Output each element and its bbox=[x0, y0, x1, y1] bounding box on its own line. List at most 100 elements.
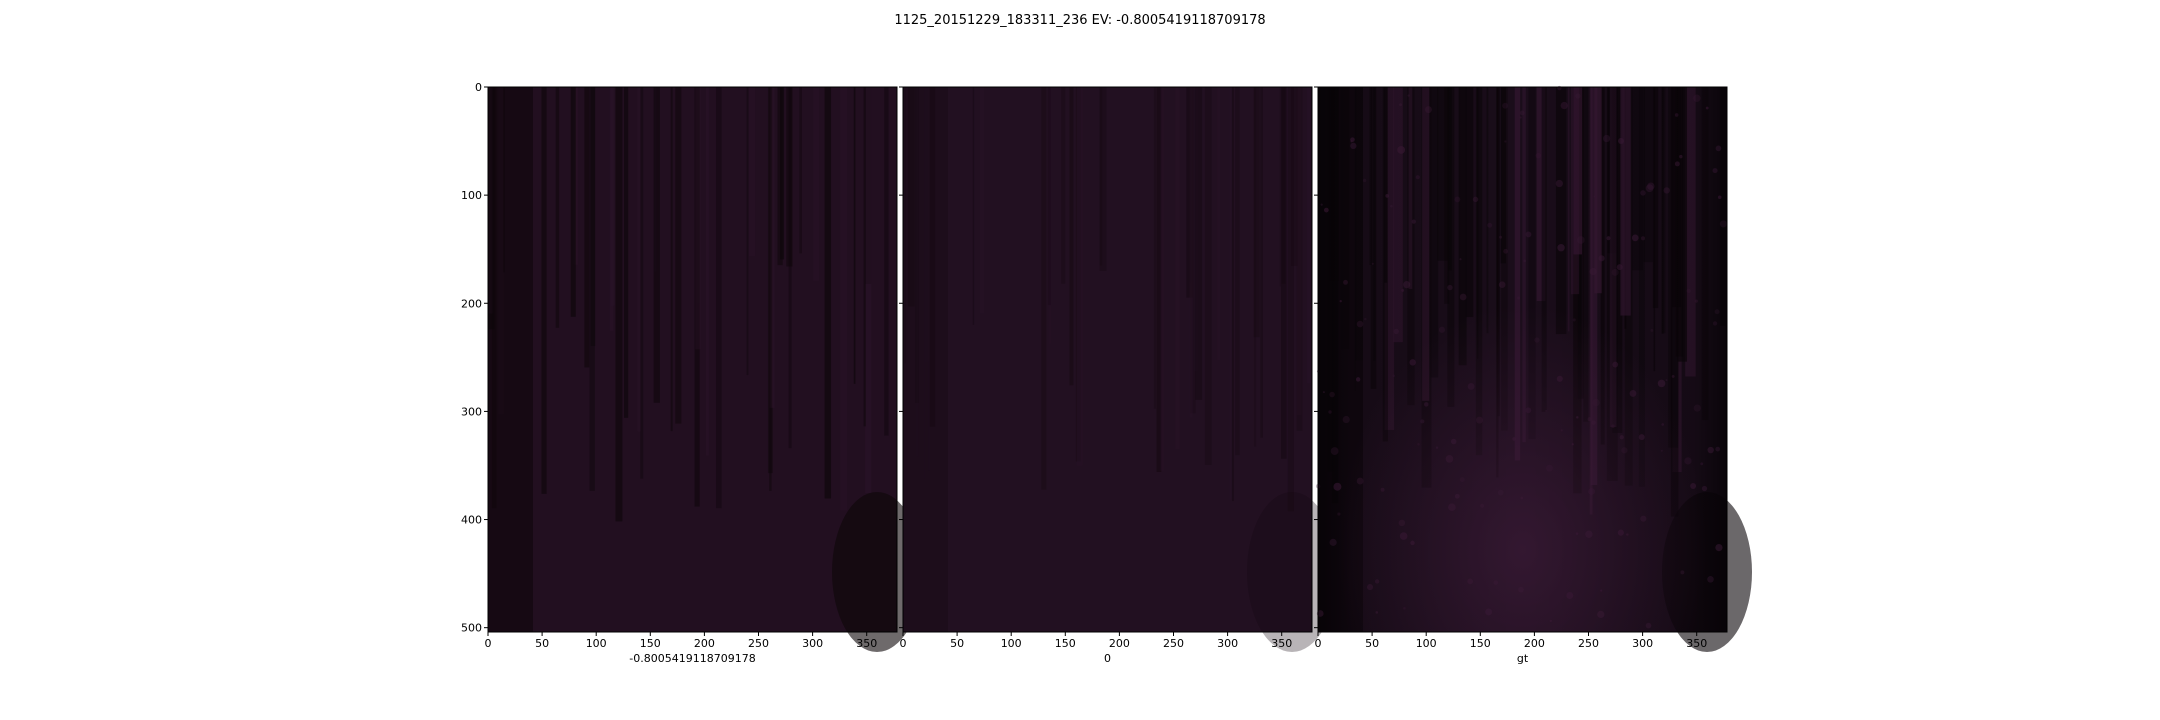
texture-streak bbox=[1280, 87, 1287, 459]
texture-speck bbox=[1707, 446, 1714, 454]
texture-streak bbox=[979, 87, 985, 314]
texture-speck bbox=[1399, 532, 1408, 540]
x-tick-label: 200 bbox=[1524, 637, 1545, 650]
texture-speck bbox=[1520, 496, 1524, 500]
texture-speck bbox=[1459, 477, 1465, 483]
image-panel-1: 0 50 100 150 200 250 300 350 0 100 200 300 400 500 -0.… bbox=[461, 81, 922, 665]
texture-speck bbox=[1415, 175, 1420, 180]
texture-streak bbox=[1195, 87, 1203, 400]
texture-speck bbox=[1535, 152, 1542, 159]
texture-corner bbox=[1247, 492, 1337, 652]
texture-speck bbox=[1445, 455, 1454, 463]
texture-speck bbox=[1715, 145, 1722, 152]
texture-streak bbox=[1041, 87, 1047, 490]
texture-speck bbox=[1611, 424, 1615, 428]
texture-speck bbox=[1598, 255, 1605, 262]
texture-streak bbox=[1047, 87, 1051, 306]
texture-speck bbox=[1674, 161, 1680, 167]
texture-speck bbox=[1342, 415, 1350, 424]
x-tick-label: 50 bbox=[535, 637, 549, 650]
texture-speck bbox=[1364, 317, 1367, 321]
texture-streak bbox=[541, 87, 547, 494]
texture-speck bbox=[1693, 94, 1701, 102]
texture-speck bbox=[1493, 580, 1499, 585]
texture-speck bbox=[1350, 142, 1357, 150]
texture-speck bbox=[1576, 236, 1585, 244]
texture-speck bbox=[1626, 533, 1629, 536]
texture-speck bbox=[1693, 404, 1701, 412]
texture-speck bbox=[1631, 234, 1639, 242]
texture-speck bbox=[1715, 543, 1723, 552]
texture-speck bbox=[1650, 328, 1654, 332]
x-tick-label: 250 bbox=[1578, 637, 1599, 650]
axes-frame bbox=[487, 86, 898, 633]
texture-speck bbox=[1645, 622, 1652, 629]
x-tick-label: 300 bbox=[1217, 637, 1238, 650]
texture-streak bbox=[1307, 87, 1311, 384]
texture-streak bbox=[929, 87, 936, 427]
texture-speck bbox=[1385, 194, 1390, 198]
texture-streak bbox=[1296, 87, 1303, 431]
texture-path-highlight bbox=[1318, 87, 1727, 632]
texture-speck bbox=[1502, 102, 1509, 109]
texture-speck bbox=[1663, 187, 1670, 194]
texture-streak bbox=[555, 87, 560, 328]
texture-speck bbox=[1712, 168, 1718, 174]
texture-speck bbox=[1323, 207, 1329, 213]
texture-speck bbox=[1660, 449, 1663, 452]
texture-speck bbox=[1560, 101, 1568, 110]
texture-speck bbox=[1401, 288, 1405, 292]
texture-speck bbox=[1459, 258, 1462, 261]
texture-speck bbox=[1329, 391, 1335, 398]
texture-edge bbox=[488, 87, 533, 632]
texture-speck bbox=[1591, 420, 1596, 425]
texture-streak bbox=[1296, 87, 1302, 415]
figure-title: 1125_20151229_183311_236 EV: -0.80054191… bbox=[894, 13, 1266, 28]
texture-speck bbox=[1534, 337, 1540, 343]
texture-streak bbox=[670, 87, 673, 432]
texture-speck bbox=[1587, 417, 1592, 422]
texture-streak bbox=[637, 87, 641, 432]
texture-speck bbox=[1504, 140, 1507, 143]
texture-streak bbox=[1235, 87, 1240, 456]
texture-streak bbox=[924, 87, 930, 362]
texture-speck bbox=[1333, 482, 1342, 491]
texture-speck bbox=[1356, 320, 1364, 328]
texture-speck bbox=[1322, 391, 1325, 394]
texture-speck bbox=[1409, 359, 1416, 366]
x-tick-label: 150 bbox=[640, 637, 661, 650]
texture-streak bbox=[624, 87, 629, 418]
y-tick-label: 0 bbox=[475, 81, 482, 94]
x-tick-label: 350 bbox=[856, 637, 877, 650]
texture-speck bbox=[1485, 608, 1493, 616]
texture-speck bbox=[1475, 416, 1483, 424]
texture-speck bbox=[1519, 116, 1522, 119]
texture-streak bbox=[769, 87, 772, 491]
texture-speck bbox=[1545, 409, 1548, 412]
image-area bbox=[903, 87, 1312, 632]
texture-streak bbox=[1175, 87, 1180, 450]
texture-streak bbox=[813, 87, 820, 281]
texture-speck bbox=[1497, 489, 1504, 496]
texture-speck bbox=[1503, 248, 1509, 254]
texture-speck bbox=[1390, 204, 1393, 208]
texture-speck bbox=[1411, 219, 1416, 224]
texture-streak bbox=[799, 87, 802, 254]
texture-speck bbox=[1671, 374, 1675, 378]
texture-speck bbox=[1592, 398, 1600, 407]
texture-speck bbox=[1420, 419, 1425, 424]
texture-streak bbox=[1190, 87, 1196, 414]
texture-streak bbox=[1253, 87, 1257, 447]
y-tick-label: 200 bbox=[461, 297, 482, 310]
texture-speck bbox=[1593, 195, 1596, 198]
x-tick-label: 150 bbox=[1470, 637, 1491, 650]
texture-speck bbox=[1375, 611, 1379, 614]
x-tick-label: 350 bbox=[1686, 637, 1707, 650]
x-tick-label: 100 bbox=[586, 637, 607, 650]
texture-speck bbox=[1575, 93, 1581, 99]
texture-speck bbox=[1617, 529, 1624, 536]
image-texture bbox=[488, 87, 922, 652]
x-tick-label: 250 bbox=[1163, 637, 1184, 650]
texture-speck bbox=[1611, 268, 1619, 276]
